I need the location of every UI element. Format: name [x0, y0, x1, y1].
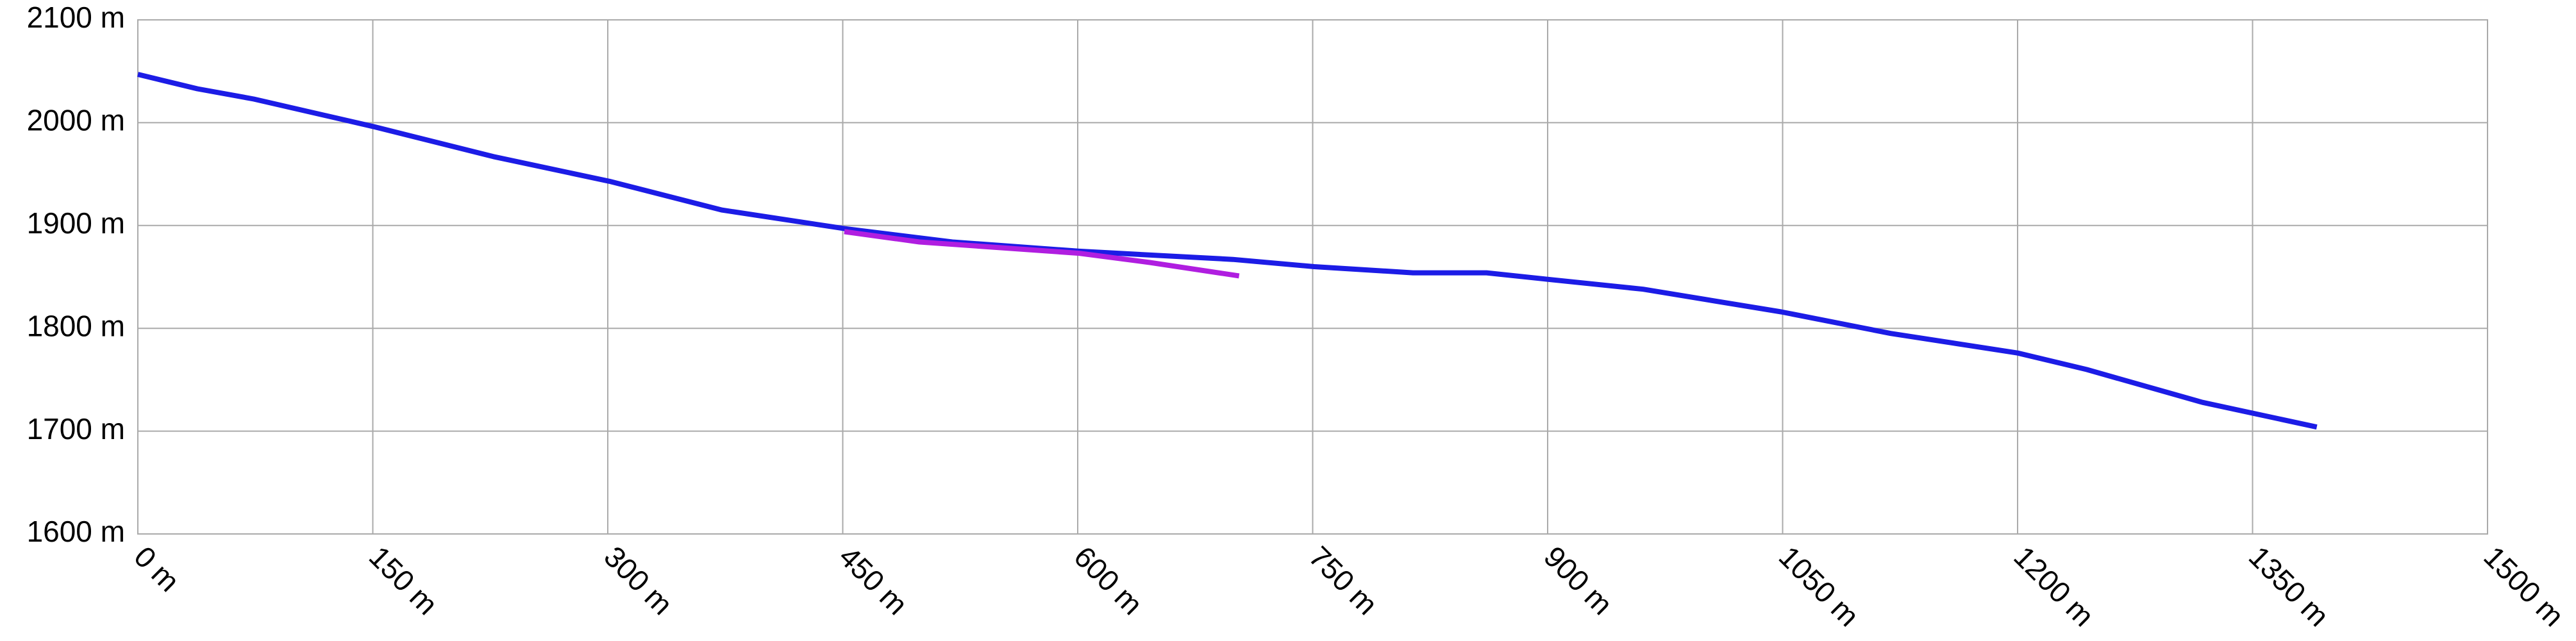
elevation-line: [137, 72, 2318, 430]
elevation-line: [844, 229, 1240, 279]
x-tick-label: 1500 m: [2477, 540, 2570, 633]
x-tick-label: 1200 m: [2007, 540, 2100, 633]
y-tick-label: 2100 m: [27, 1, 125, 34]
y-tick-label: 1600 m: [27, 515, 125, 548]
x-tick-label: 1050 m: [1773, 540, 1866, 633]
x-tick-label: 300 m: [598, 540, 679, 621]
y-tick-label: 1800 m: [27, 309, 125, 342]
x-tick-label: 600 m: [1067, 540, 1149, 621]
x-tick-label: 750 m: [1303, 540, 1384, 621]
y-tick-label: 1700 m: [27, 412, 125, 445]
y-tick-label: 1900 m: [27, 206, 125, 240]
x-tick-label: 0 m: [128, 540, 186, 598]
x-tick-label: 900 m: [1537, 540, 1619, 621]
x-tick-label: 150 m: [363, 540, 444, 621]
x-tick-label: 1350 m: [2243, 540, 2336, 633]
x-tick-label: 450 m: [833, 540, 914, 621]
y-tick-label: 2000 m: [27, 104, 125, 137]
